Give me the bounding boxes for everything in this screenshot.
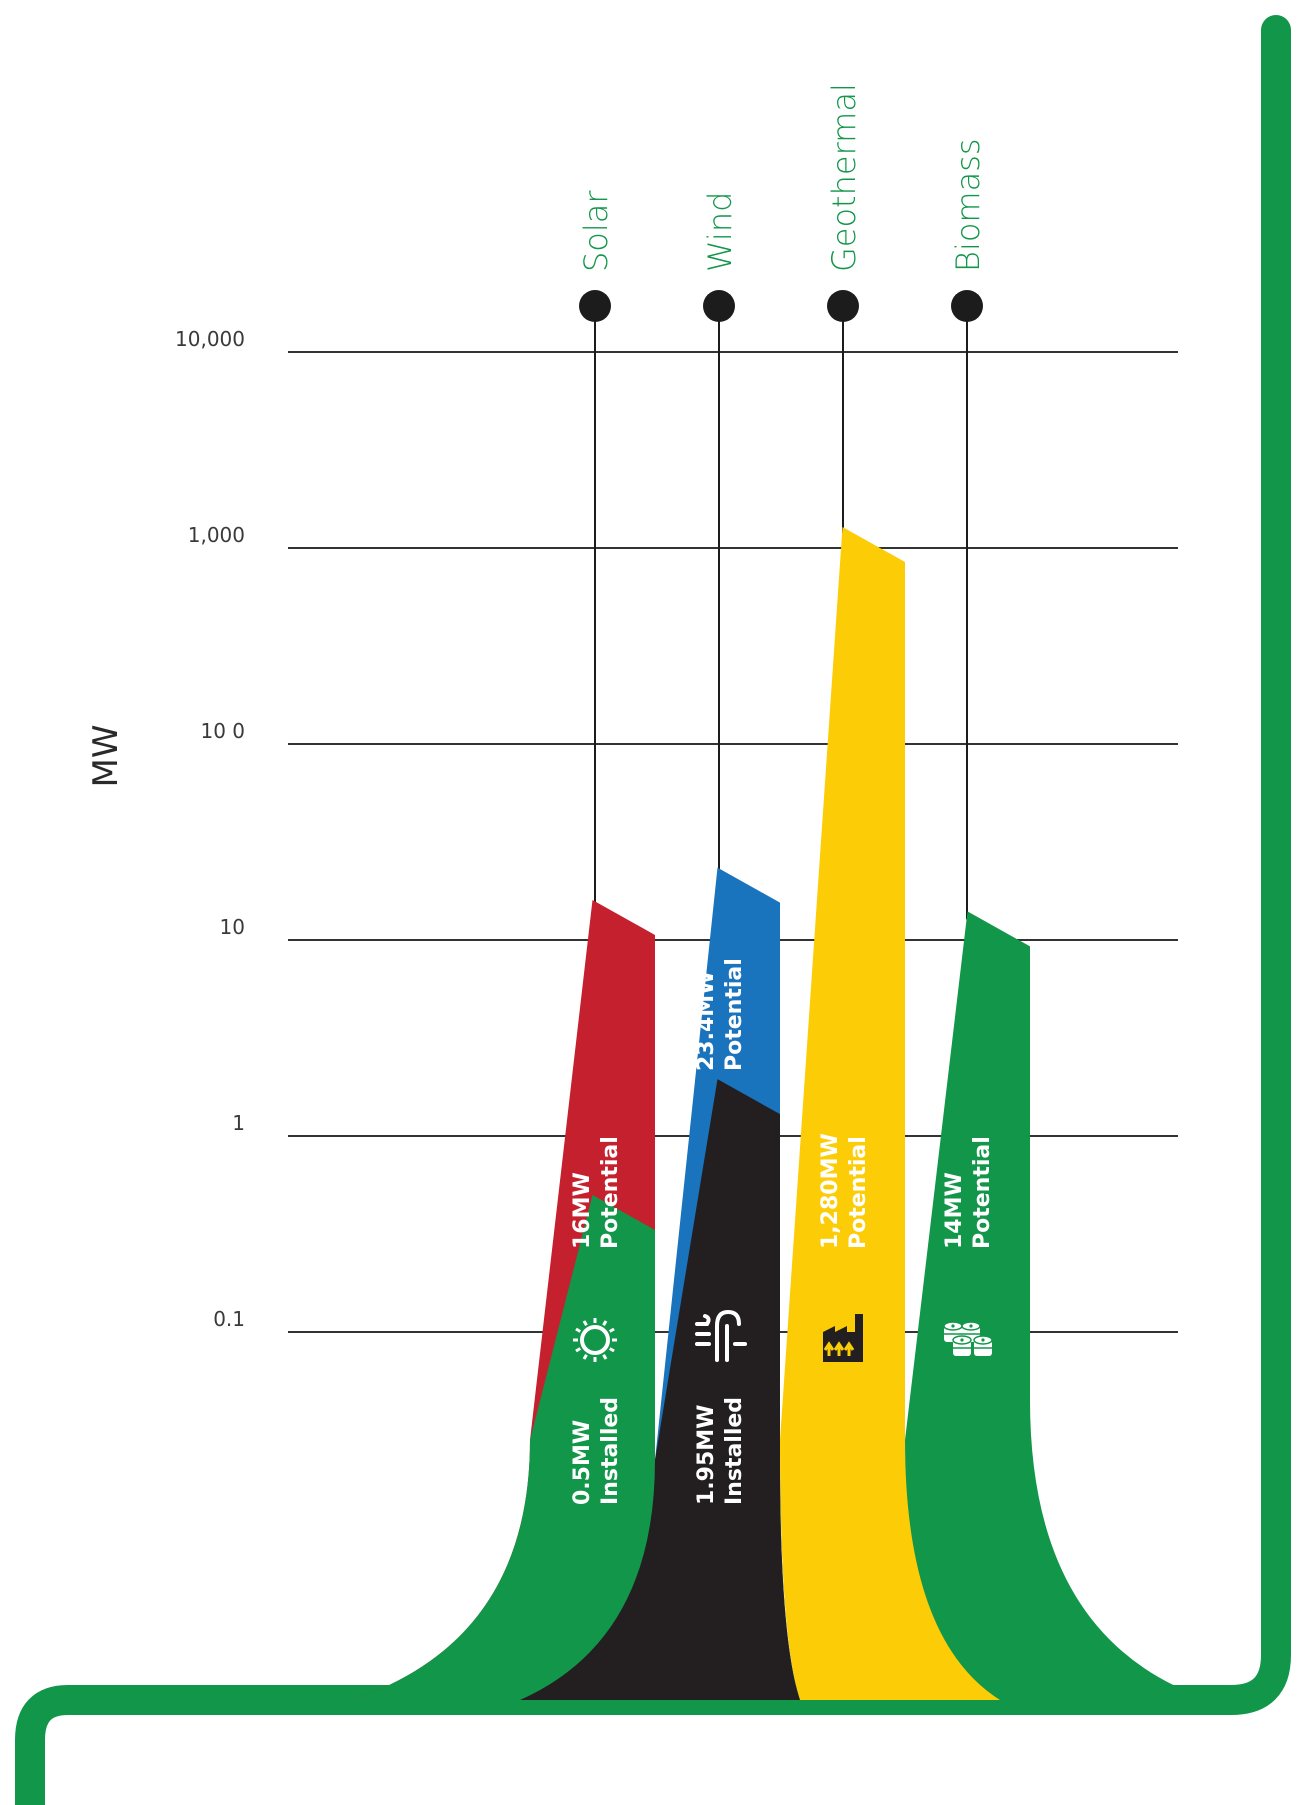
y-tick-label: 10	[220, 915, 245, 939]
installed-label-wind: 1.95MW Installed	[694, 1397, 747, 1505]
category-label: Biomass	[949, 138, 987, 272]
barrels-icon	[943, 1321, 993, 1356]
y-tick-label: 10,000	[175, 327, 245, 351]
label-kind: Installed	[722, 1397, 747, 1505]
label-kind: Potential	[598, 1136, 623, 1249]
potential-label-biomass: 14MW Potential	[942, 1136, 995, 1249]
label-kind: Installed	[598, 1397, 623, 1505]
marker-dot	[579, 290, 611, 322]
label-kind: Potential	[970, 1136, 995, 1249]
potential-label-geothermal: 1,280MW Potential	[818, 1133, 871, 1249]
installed-label-solar: 0.5MW Installed	[570, 1397, 623, 1505]
category-label: Solar	[577, 190, 615, 272]
marker-dot	[951, 290, 983, 322]
bar-potential-biomass	[905, 911, 1210, 1700]
category-label: Wind	[701, 192, 739, 272]
y-tick-label: 10 0	[200, 719, 245, 743]
marker-dot	[703, 290, 735, 322]
label-kind: Potential	[722, 958, 747, 1071]
label-amount: 1.95MW	[694, 1405, 719, 1505]
label-amount: 23.4MW	[694, 971, 719, 1071]
y-tick-label: 1	[232, 1111, 245, 1135]
label-amount: 0.5MW	[570, 1420, 595, 1505]
wind-turbine-icon	[695, 1309, 747, 1362]
sun-icon	[573, 1318, 617, 1362]
category-label: Geothermal	[825, 83, 863, 272]
bar-installed-solar	[352, 1195, 655, 1700]
y-tick-label: 0.1	[213, 1307, 245, 1331]
y-tick-label: 1,000	[188, 523, 245, 547]
label-amount: 1,280MW	[818, 1133, 843, 1249]
label-kind: Potential	[846, 1136, 871, 1249]
geothermal-plant-icon	[823, 1314, 863, 1362]
y-axis-label: MW	[86, 725, 126, 788]
label-amount: 16MW	[570, 1172, 595, 1249]
label-amount: 14MW	[942, 1172, 967, 1249]
marker-dot	[827, 290, 859, 322]
potential-label-wind: 23.4MW Potential	[694, 958, 747, 1071]
potential-label-solar: 16MW Potential	[570, 1136, 623, 1249]
frame-border	[15, 15, 1291, 1805]
bar-installed-wind	[520, 1079, 800, 1700]
bar-potential-geothermal	[780, 526, 1040, 1700]
